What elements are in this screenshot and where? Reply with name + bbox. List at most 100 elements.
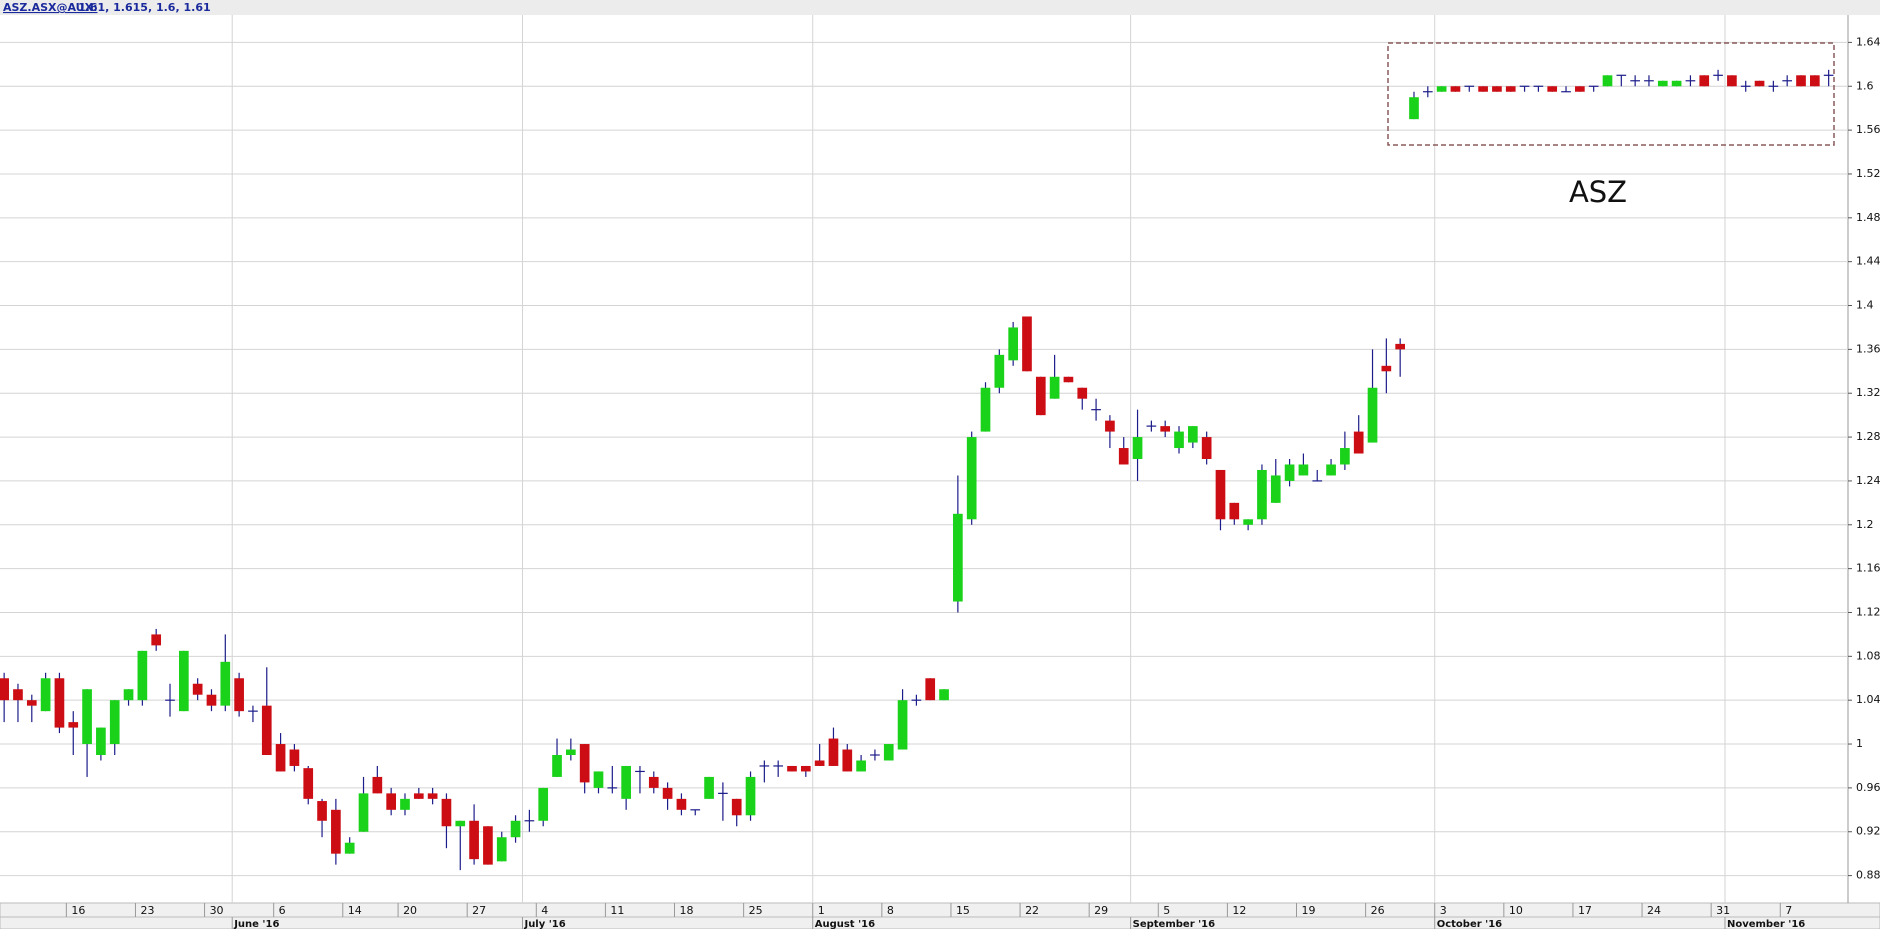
candle-body [1174, 431, 1184, 449]
candle-body [1201, 437, 1212, 459]
candle-body [137, 650, 148, 701]
candle-body [676, 798, 687, 810]
x-tick-label: 6 [279, 904, 286, 917]
x-tick-label: 16 [71, 904, 85, 917]
candle-body [317, 801, 327, 821]
candle-body [1188, 426, 1198, 443]
candle-body [400, 798, 410, 810]
candle-body [731, 798, 742, 816]
candle-body [109, 700, 120, 745]
candle-body [386, 793, 396, 810]
x-tick-label: 20 [403, 904, 417, 917]
x-tick-label: 25 [749, 904, 763, 917]
candle-body [0, 678, 9, 701]
y-tick-label: 1.28 [1856, 430, 1880, 443]
candle-body [1796, 75, 1806, 87]
candle-body [1367, 387, 1378, 443]
candle-body [372, 776, 383, 794]
candle-body [151, 634, 162, 646]
candle-body [980, 387, 991, 432]
candle-body [96, 727, 106, 755]
x-tick-label: 30 [210, 904, 224, 917]
candle-body [261, 705, 272, 755]
candle-body [648, 776, 659, 788]
candle-body [1132, 437, 1143, 459]
candle-body [704, 776, 714, 799]
candle-body [344, 842, 355, 854]
candle-body [1243, 519, 1253, 525]
x-tick-label: 23 [140, 904, 154, 917]
legend-values: 1.61, 1.615, 1.6, 1.61 [78, 1, 211, 14]
candle-body [1505, 86, 1516, 92]
y-tick-label: 1.64 [1856, 35, 1880, 48]
candle-body [1754, 80, 1765, 87]
legend-symbol: ASZ.ASX@AUX: [3, 1, 98, 14]
candle-body [1326, 464, 1336, 476]
candle-body [1270, 475, 1281, 503]
candle-body [1160, 426, 1171, 432]
candle-body [994, 354, 1005, 388]
y-tick-label: 1.48 [1856, 211, 1880, 224]
x-tick-label: 24 [1647, 904, 1661, 917]
legend-open: 1.61 [78, 1, 105, 14]
candle-body [358, 793, 369, 832]
x-tick-label: 8 [887, 904, 894, 917]
candle-body [1077, 387, 1088, 399]
candle-body [1602, 75, 1613, 87]
candle-body [1035, 376, 1046, 416]
candle-body [1105, 420, 1115, 432]
candle-body [1008, 327, 1018, 361]
legend-close: 1.61 [183, 1, 210, 14]
candle-body [925, 678, 936, 701]
y-tick-label: 0.88 [1856, 869, 1880, 882]
candle-body [552, 755, 562, 777]
x-tick-label: 5 [1163, 904, 1170, 917]
candle-body [800, 765, 811, 772]
candle-body [123, 689, 134, 701]
candle-body [1298, 464, 1309, 476]
candle-body [814, 760, 825, 766]
candle-body [40, 678, 51, 712]
candle-body [1257, 469, 1267, 520]
candle-body [593, 771, 604, 788]
month-label: July '16 [523, 919, 565, 929]
x-tick-label: 29 [1094, 904, 1108, 917]
candle-body [1284, 464, 1295, 481]
candle-body [483, 826, 493, 865]
candle-body [1229, 502, 1240, 520]
y-tick-label: 0.92 [1856, 825, 1880, 838]
candle-body [13, 689, 23, 701]
y-tick-label: 1.44 [1856, 255, 1880, 268]
candle-body [897, 700, 908, 750]
candle-body [966, 437, 977, 520]
candle-body [441, 798, 452, 827]
candle-body [26, 700, 37, 706]
x-tick-label: 14 [348, 904, 362, 917]
month-label: June '16 [233, 919, 279, 929]
month-label: November '16 [1727, 919, 1805, 929]
candle-body [234, 678, 244, 712]
candle-body [1340, 448, 1350, 465]
candle-body [54, 678, 65, 728]
candle-body [289, 749, 300, 766]
candle-body [1022, 316, 1032, 372]
y-tick-label: 1.6 [1856, 79, 1874, 92]
candle-body [1727, 75, 1737, 87]
y-tick-label: 1.32 [1856, 386, 1880, 399]
candle-body [579, 744, 590, 783]
candle-body [1409, 97, 1419, 120]
x-axis-band [0, 902, 1880, 929]
candle-body [455, 820, 466, 827]
x-tick-label: 1 [818, 904, 825, 917]
candle-body [1118, 448, 1129, 465]
x-tick-label: 4 [541, 904, 548, 917]
header-bar [0, 0, 1880, 15]
candle-body [1381, 365, 1392, 372]
candle-body [621, 765, 631, 799]
x-tick-label: 7 [1785, 904, 1792, 917]
candle-body [275, 744, 286, 772]
y-tick-label: 1.4 [1856, 299, 1874, 312]
candle-body [538, 787, 549, 821]
month-label: September '16 [1133, 919, 1215, 929]
